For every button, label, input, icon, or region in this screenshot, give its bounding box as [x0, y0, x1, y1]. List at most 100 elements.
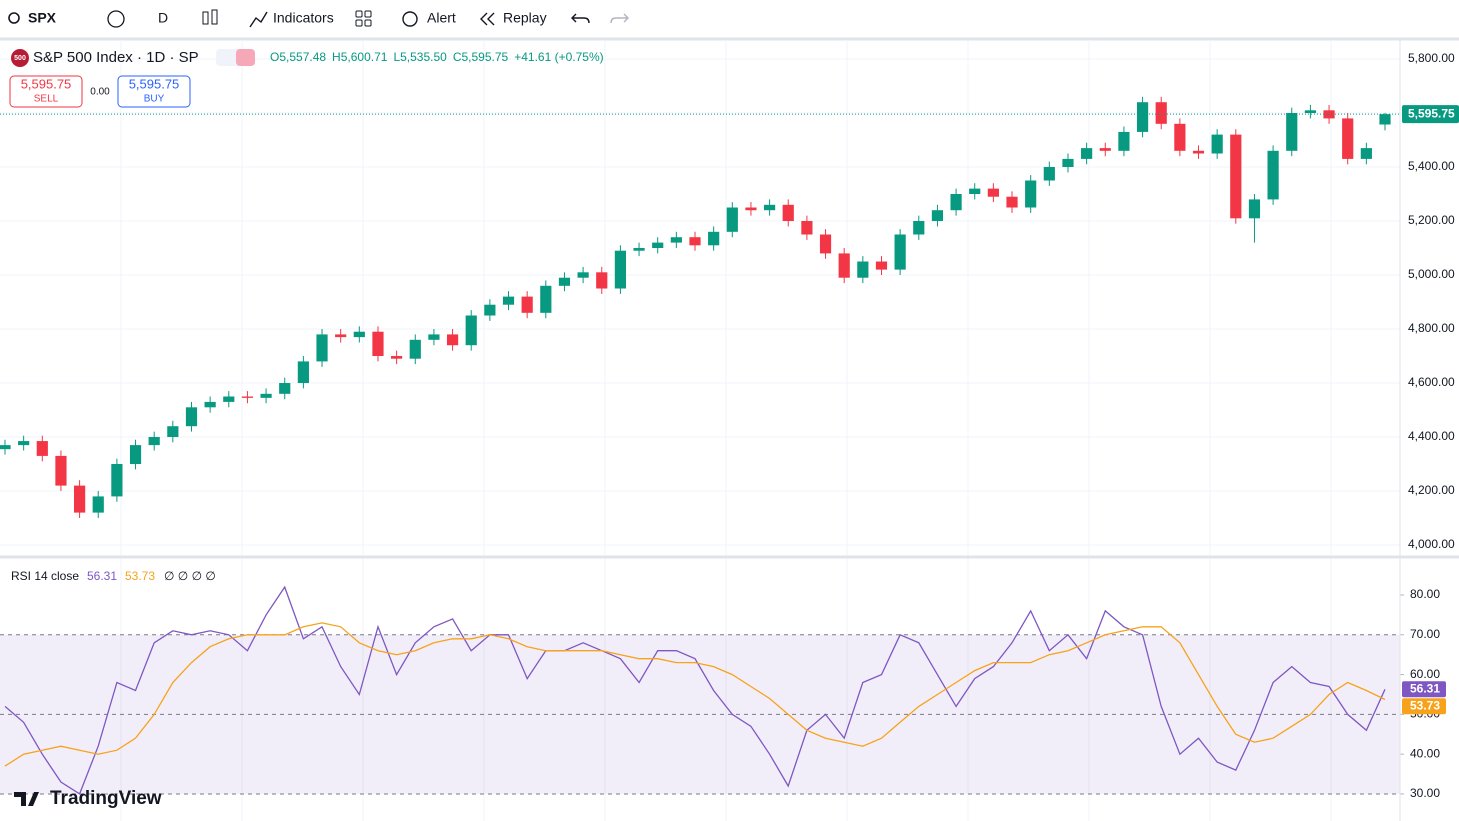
indicators-icon[interactable]	[249, 11, 268, 28]
candle-body	[1155, 102, 1167, 124]
rsi-badge-label: 53.73	[1410, 698, 1440, 712]
ohlc-legend: O5,557.48 H5,600.71 L5,535.50 C5,595.75 +41.…	[270, 50, 604, 64]
candle-body	[129, 445, 142, 465]
candle-body	[391, 356, 403, 359]
candle-body	[1062, 158, 1074, 168]
last-price-badge	[1402, 105, 1459, 124]
spread: 0.00	[90, 87, 110, 98]
chart-type-icon[interactable]	[211, 9, 218, 25]
y-tick-label: 4,000.00	[1408, 537, 1455, 551]
layout-icon[interactable]	[364, 10, 372, 18]
candle-body	[260, 393, 272, 398]
candle-body	[950, 194, 962, 211]
candle-body	[614, 250, 626, 289]
logo-icon	[14, 792, 39, 806]
candle-body	[708, 231, 720, 246]
alert-icon[interactable]	[402, 11, 418, 27]
candle-body	[335, 334, 347, 338]
candle-body	[782, 204, 794, 222]
candle-body	[502, 296, 515, 305]
candle-body	[1136, 102, 1149, 132]
candle-body	[55, 455, 67, 486]
sell-price[interactable]: 5,595.75	[21, 76, 72, 91]
indicators[interactable]: Indicators	[273, 10, 334, 26]
toolbar	[0, 0, 1459, 38]
layout-icon[interactable]	[355, 19, 363, 27]
candle-body	[74, 485, 86, 513]
candle-body	[92, 496, 104, 513]
candle-body	[1248, 199, 1261, 219]
rsi-ma-value: 53.73	[125, 569, 155, 583]
search-icon[interactable]	[8, 12, 20, 24]
redo[interactable]	[610, 13, 629, 24]
alert[interactable]: Alert	[427, 10, 456, 26]
candle-body	[185, 407, 198, 427]
y-tick-label: 4,800.00	[1408, 321, 1455, 335]
candle-body	[540, 285, 552, 313]
candle-body	[111, 464, 123, 497]
candle-body	[484, 304, 496, 316]
last-price-label: 5,595.75	[1408, 106, 1455, 120]
candle-body	[1267, 150, 1279, 200]
candle-body	[316, 334, 328, 362]
candle-body	[297, 361, 309, 384]
y-tick-label: 5,000.00	[1408, 267, 1455, 281]
y-tick-label: 5,200.00	[1408, 213, 1455, 227]
change-value: +41.61 (+0.75%)	[514, 50, 603, 64]
candle-body	[167, 426, 179, 438]
buy-button[interactable]	[117, 75, 191, 108]
candle-body	[875, 261, 888, 270]
buy-label[interactable]: BUY	[144, 94, 165, 105]
candle-body	[241, 396, 254, 398]
candle-body	[894, 234, 906, 270]
candle-body	[1286, 113, 1298, 151]
candle-body	[148, 437, 160, 446]
replay-icon[interactable]	[480, 12, 495, 26]
ohlc-value: H5,600.71	[332, 50, 388, 64]
symbol-title: S&P 500 Index · 1D · SP	[33, 49, 199, 66]
rsi-badge-label: 56.31	[1410, 681, 1440, 695]
symbol[interactable]: SPX	[28, 10, 57, 26]
candle-body	[465, 315, 477, 346]
replay[interactable]: Replay	[503, 10, 547, 26]
candle-body	[1360, 148, 1372, 159]
candle-body	[18, 441, 30, 446]
undo[interactable]	[571, 13, 590, 24]
candle-body	[1043, 167, 1055, 181]
y-tick-label: 4,400.00	[1408, 429, 1455, 443]
candle-body	[819, 234, 832, 254]
candle-body	[577, 272, 589, 278]
candle-body	[1006, 196, 1018, 208]
candle-body	[1081, 148, 1093, 159]
candle-body	[279, 383, 291, 394]
candle-body	[0, 445, 11, 450]
layout-icon[interactable]	[364, 19, 372, 27]
candle-body	[372, 331, 384, 357]
candle-body	[1304, 110, 1316, 114]
rsi-line	[4, 585, 1386, 795]
ohlc-value: C5,595.75	[453, 50, 509, 64]
rsi-title: RSI 14 close	[11, 569, 79, 583]
ohlc-value: L5,535.50	[393, 50, 447, 64]
buy-price[interactable]: 5,595.75	[129, 76, 180, 91]
candle-body	[596, 272, 608, 289]
interval[interactable]: D	[158, 10, 168, 26]
add-symbol[interactable]	[107, 10, 125, 28]
candle-body	[745, 207, 757, 211]
sell-label[interactable]: SELL	[34, 94, 59, 105]
layout-icon[interactable]	[355, 10, 363, 18]
candle-body	[204, 401, 216, 408]
candle-body	[1230, 134, 1242, 219]
chart-type-icon[interactable]	[202, 11, 209, 25]
toggle[interactable]	[236, 49, 255, 66]
rsi-extra: ∅ ∅ ∅ ∅	[164, 569, 216, 583]
candle-body	[353, 331, 365, 338]
badge-text: 500	[14, 55, 26, 62]
candle-body	[409, 339, 421, 359]
candle-body	[1118, 131, 1130, 151]
plot: 4,000.00 4,200.00 4,400.00 4,600.00 4,800.00…	[0, 40, 1455, 821]
candle-body	[428, 334, 440, 340]
sell-button[interactable]	[9, 75, 83, 108]
